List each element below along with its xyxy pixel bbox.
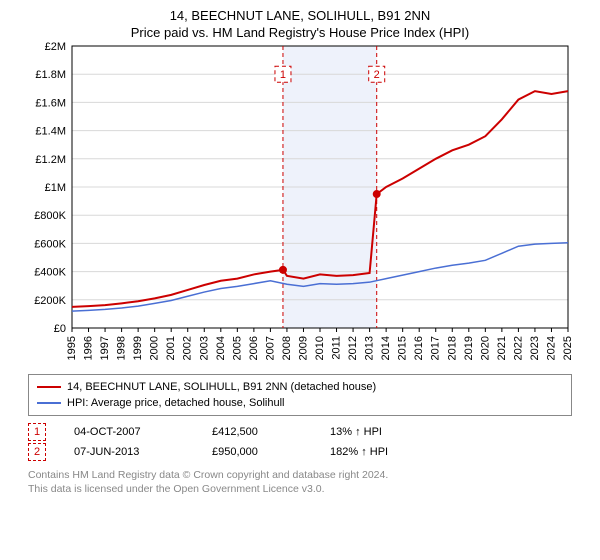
legend-label: 14, BEECHNUT LANE, SOLIHULL, B91 2NN (de… xyxy=(67,379,376,395)
svg-text:1995: 1995 xyxy=(66,336,78,360)
svg-text:£400K: £400K xyxy=(34,267,66,279)
svg-text:2000: 2000 xyxy=(149,336,161,360)
svg-text:1997: 1997 xyxy=(99,336,111,360)
svg-text:2002: 2002 xyxy=(182,336,194,360)
svg-text:2005: 2005 xyxy=(231,336,243,360)
svg-text:2009: 2009 xyxy=(297,336,309,360)
price-chart: £0 £200K £400K £600K £800K £1M £1.2M £1.4M £1.6M… xyxy=(20,40,580,370)
event-delta: 13% ↑ HPI xyxy=(330,422,382,442)
svg-text:£1.2M: £1.2M xyxy=(35,154,66,166)
title-block: 14, BEECHNUT LANE, SOLIHULL, B91 2NN Pri… xyxy=(0,0,600,40)
event-marker-icon: 2 xyxy=(28,443,46,461)
attribution-line: Contains HM Land Registry data © Crown c… xyxy=(28,468,572,482)
legend: 14, BEECHNUT LANE, SOLIHULL, B91 2NN (de… xyxy=(28,374,572,416)
event-price: £412,500 xyxy=(212,422,302,442)
svg-text:2008: 2008 xyxy=(281,336,293,360)
event-delta: 182% ↑ HPI xyxy=(330,442,388,462)
svg-text:2007: 2007 xyxy=(264,336,276,360)
event-price: £950,000 xyxy=(212,442,302,462)
events-table: 1 04-OCT-2007 £412,500 13% ↑ HPI 2 07-JU… xyxy=(28,422,572,462)
svg-text:2018: 2018 xyxy=(446,336,458,360)
svg-text:2010: 2010 xyxy=(314,336,326,360)
svg-text:2013: 2013 xyxy=(364,336,376,360)
svg-text:£1.4M: £1.4M xyxy=(35,126,66,138)
svg-text:2011: 2011 xyxy=(331,336,343,360)
svg-text:£0: £0 xyxy=(54,323,66,335)
svg-text:2012: 2012 xyxy=(347,336,359,360)
svg-text:2006: 2006 xyxy=(248,336,260,360)
event-date: 07-JUN-2013 xyxy=(74,442,184,462)
svg-text:2024: 2024 xyxy=(545,336,557,360)
svg-text:2021: 2021 xyxy=(496,336,508,360)
svg-text:1: 1 xyxy=(280,69,286,81)
svg-text:2019: 2019 xyxy=(463,336,475,360)
svg-text:1998: 1998 xyxy=(116,336,128,360)
legend-item: 14, BEECHNUT LANE, SOLIHULL, B91 2NN (de… xyxy=(37,379,563,395)
event-marker-icon: 1 xyxy=(28,423,46,441)
svg-text:£1M: £1M xyxy=(45,182,66,194)
svg-text:2017: 2017 xyxy=(430,336,442,360)
svg-text:1996: 1996 xyxy=(83,336,95,360)
svg-text:2004: 2004 xyxy=(215,336,227,360)
page-subtitle: Price paid vs. HM Land Registry's House … xyxy=(0,25,600,40)
svg-text:2003: 2003 xyxy=(198,336,210,360)
svg-text:£800K: £800K xyxy=(34,210,66,222)
event-row: 2 07-JUN-2013 £950,000 182% ↑ HPI xyxy=(28,442,572,462)
page-title: 14, BEECHNUT LANE, SOLIHULL, B91 2NN xyxy=(0,8,600,23)
legend-swatch-icon xyxy=(37,402,61,404)
svg-text:2022: 2022 xyxy=(512,336,524,360)
legend-label: HPI: Average price, detached house, Soli… xyxy=(67,395,285,411)
svg-text:1999: 1999 xyxy=(132,336,144,360)
svg-text:2014: 2014 xyxy=(380,336,392,360)
svg-text:2: 2 xyxy=(374,69,380,81)
attribution: Contains HM Land Registry data © Crown c… xyxy=(28,468,572,496)
svg-text:2001: 2001 xyxy=(165,336,177,360)
svg-text:2020: 2020 xyxy=(479,336,491,360)
event-row: 1 04-OCT-2007 £412,500 13% ↑ HPI xyxy=(28,422,572,442)
svg-text:2015: 2015 xyxy=(397,336,409,360)
svg-text:£1.8M: £1.8M xyxy=(35,69,66,81)
legend-swatch-icon xyxy=(37,386,61,388)
svg-text:£200K: £200K xyxy=(34,295,66,307)
svg-text:£600K: £600K xyxy=(34,238,66,250)
legend-item: HPI: Average price, detached house, Soli… xyxy=(37,395,563,411)
svg-text:2023: 2023 xyxy=(529,336,541,360)
svg-text:£2M: £2M xyxy=(45,41,66,53)
attribution-line: This data is licensed under the Open Gov… xyxy=(28,482,572,496)
svg-text:2025: 2025 xyxy=(562,336,574,360)
svg-text:2016: 2016 xyxy=(413,336,425,360)
event-date: 04-OCT-2007 xyxy=(74,422,184,442)
svg-text:£1.6M: £1.6M xyxy=(35,97,66,109)
